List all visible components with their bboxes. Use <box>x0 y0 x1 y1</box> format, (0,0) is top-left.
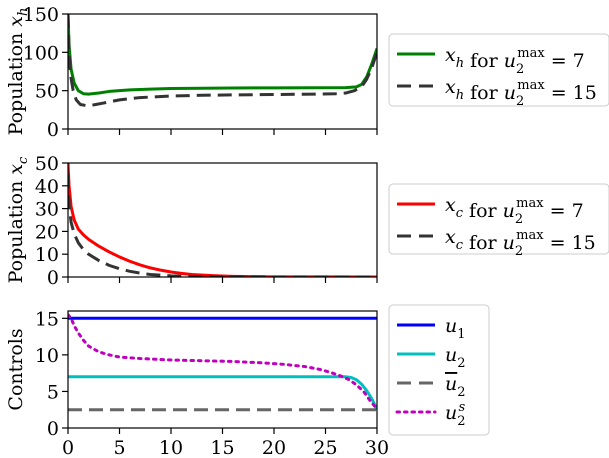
legend: xh for u2max = 7xh for u2max = 15 <box>388 33 609 109</box>
x-tick-label: 10 <box>159 437 183 458</box>
legend-frame <box>388 183 609 255</box>
x-tick-label: 25 <box>313 437 337 458</box>
y-tick-label: 0 <box>47 418 59 440</box>
legend-label-2: u2 <box>445 344 466 371</box>
y-axis-label: Population xh <box>5 8 31 136</box>
y-tick-label: 50 <box>35 153 59 175</box>
series-line-2-2 <box>68 174 377 277</box>
legend-label-1: xh for u2max = 7 <box>445 44 585 77</box>
x-tick-label: 15 <box>210 437 234 458</box>
y-tick-label: 30 <box>35 199 59 221</box>
series-line-1-1 <box>68 14 377 96</box>
legend: xc for u2max = 7xc for u2max = 15 <box>388 183 609 259</box>
x-tick-label: 30 <box>365 437 389 458</box>
legend-label-2: xh for u2max = 15 <box>445 76 597 109</box>
axes-frame <box>67 13 378 130</box>
legend-label-4: u2s <box>445 400 466 429</box>
y-tick-label: 20 <box>35 221 59 243</box>
legend-label-1: u1 <box>445 315 466 342</box>
series-line-1-2 <box>68 14 377 108</box>
y-tick-label: 10 <box>35 345 59 367</box>
axes-frame <box>67 162 378 278</box>
legend-frame <box>388 304 490 436</box>
y-tick-label: 40 <box>35 176 59 198</box>
y-axis-label: Controls <box>5 328 27 410</box>
series-line-2-1 <box>68 163 377 277</box>
legend-label-2: xc for u2max = 15 <box>445 226 596 259</box>
y-tick-label: 100 <box>23 42 59 64</box>
legend-label-1: xc for u2max = 7 <box>445 194 584 227</box>
y-tick-label: 0 <box>47 267 59 289</box>
x-tick-label: 20 <box>262 437 286 458</box>
x-tick-label: 0 <box>62 437 74 458</box>
y-tick-label: 0 <box>47 119 59 141</box>
y-tick-label: 10 <box>35 244 59 266</box>
legend-label-3: u2 <box>445 373 466 400</box>
y-tick-label: 50 <box>35 81 59 103</box>
y-tick-label: 150 <box>23 4 59 26</box>
y-tick-label: 5 <box>47 381 59 403</box>
series-line-3-2 <box>68 375 377 411</box>
y-axis-label: Population xc <box>5 156 31 283</box>
x-tick-label: 5 <box>113 437 125 458</box>
y-tick-label: 15 <box>35 308 59 330</box>
legend-frame <box>388 33 609 107</box>
series-line-3-4 <box>68 313 377 411</box>
